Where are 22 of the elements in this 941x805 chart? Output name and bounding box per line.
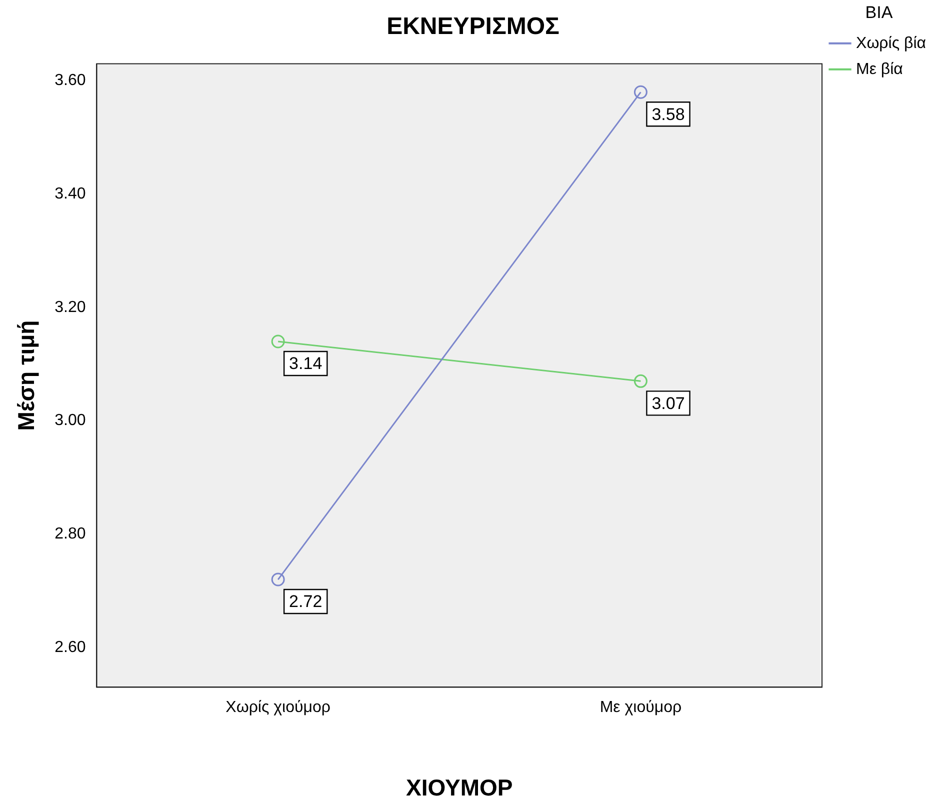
point xyxy=(634,85,648,99)
data-label: 3.14 xyxy=(289,354,322,374)
point xyxy=(271,334,285,348)
data-label: 2.72 xyxy=(289,592,322,612)
data-label: 3.58 xyxy=(652,104,685,124)
chart-title: ΕΚΝΕΥΡΙΣΜΟΣ xyxy=(386,13,560,40)
y-tick-label: 2.80 xyxy=(54,526,86,543)
y-tick-label: 2.60 xyxy=(54,638,86,656)
y-tick-label: 3.60 xyxy=(54,72,86,90)
y-axis-title: Μέση τιμή xyxy=(13,320,40,431)
data-label: 3.07 xyxy=(652,394,685,413)
x-axis-title: ΧΙΟΥΜΟΡ xyxy=(406,774,513,801)
point xyxy=(634,374,648,388)
legend-title: ΒΙΑ xyxy=(865,3,894,22)
y-tick-label: 3.20 xyxy=(54,298,86,316)
legend-label: Με βία xyxy=(856,60,903,78)
legend-label: Χωρίς βία xyxy=(856,34,926,52)
y-tick-label: 3.40 xyxy=(54,186,86,203)
x-tick-label: Με χιούμορ xyxy=(600,699,682,716)
y-tick-label: 3.00 xyxy=(54,412,86,430)
x-tick-label: Χωρίς χιούμορ xyxy=(226,699,330,716)
point xyxy=(271,572,285,586)
